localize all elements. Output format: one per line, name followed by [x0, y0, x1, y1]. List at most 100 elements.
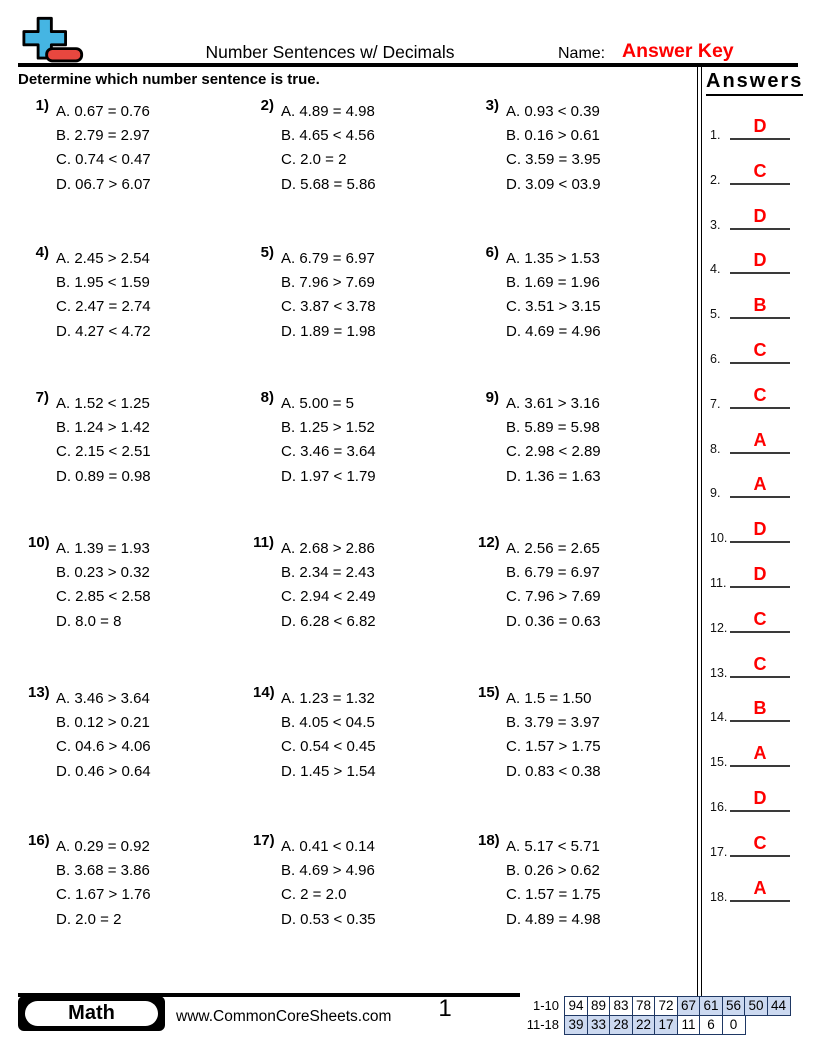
problem-options: A. 3.46 > 3.64 B. 0.12 > 0.21 C. 04.6 > 4.…	[56, 687, 151, 784]
option-sentence: D. 3.09 < 03.9	[506, 175, 601, 193]
answer-blank-line	[730, 182, 790, 185]
option-sentence: D. 1.36 = 1.63	[506, 467, 601, 485]
answer-item-2: 2. C	[704, 153, 796, 187]
option-sentence: B. 0.23 > 0.32	[56, 564, 150, 582]
problem-options: A. 3.61 > 3.16 B. 5.89 = 5.98 C. 2.98 < 2.…	[506, 392, 601, 489]
answer-item-13: 13. C	[704, 646, 796, 680]
answer-blank-line	[730, 362, 790, 364]
answer-blank-line	[730, 765, 790, 768]
option-sentence: A. 1.35 > 1.53	[506, 250, 600, 267]
option-sentence: B. 4.65 < 4.56	[281, 127, 375, 145]
answer-blank-line	[730, 272, 790, 275]
problem-16: 16) A. 0.29 = 0.92 B. 3.68 = 3.86 C. 1.67 >…	[28, 832, 151, 932]
answer-letter: D	[753, 250, 767, 271]
answer-number: 3.	[710, 217, 721, 232]
answer-number: 6.	[710, 352, 721, 366]
answer-letter: C	[753, 832, 767, 853]
problem-number: 17)	[253, 832, 275, 849]
problem-number: 12)	[478, 534, 500, 551]
name-label: Name:	[558, 45, 606, 62]
answer-number: 12.	[710, 620, 728, 635]
option-sentence: A. 2.56 = 2.65	[506, 540, 600, 557]
score-row-label: 1-10	[532, 998, 559, 1013]
score-cell: 39	[564, 1014, 588, 1035]
problem-6: 6) A. 1.35 > 1.53 B. 1.69 = 1.96 C. 3.51 > …	[478, 244, 601, 344]
option-sentence: D. 1.89 = 1.98	[281, 322, 376, 340]
score-cell: 33	[586, 1014, 611, 1035]
answer-letter: D	[753, 519, 767, 540]
problem-5: 5) A. 6.79 = 6.97 B. 7.96 > 7.69 C. 3.87 < …	[253, 244, 376, 344]
plus-minus-logo-icon	[22, 16, 94, 73]
score-cell: 0	[721, 1014, 746, 1035]
problem-number: 10)	[28, 534, 50, 551]
answer-number: 9.	[710, 486, 721, 501]
problem-9: 9) A. 3.61 > 3.16 B. 5.89 = 5.98 C. 2.98 < …	[478, 389, 601, 489]
problem-7: 7) A. 1.52 < 1.25 B. 1.24 > 1.42 C. 2.15 < …	[28, 389, 151, 489]
option-sentence: A. 1.39 = 1.93	[56, 540, 150, 557]
option-sentence: B. 0.26 > 0.62	[506, 862, 600, 880]
problem-8: 8) A. 5.00 = 5 B. 1.25 > 1.52 C. 3.46 = 3.6…	[253, 389, 376, 489]
option-sentence: A. 1.52 < 1.25	[56, 395, 150, 412]
option-sentence: C. 2.94 < 2.49	[281, 588, 376, 606]
answer-letter: B	[753, 698, 767, 719]
problem-2: 2) A. 4.89 = 4.98 B. 4.65 < 4.56 C. 2.0 = 2…	[253, 97, 376, 197]
score-cell: 50	[744, 996, 768, 1016]
option-sentence: B. 5.89 = 5.98	[506, 419, 600, 437]
score-cell: 6	[699, 1014, 723, 1035]
problem-number: 2)	[260, 97, 274, 114]
answer-item-9: 9. A	[704, 466, 796, 500]
option-sentence: B. 6.79 = 6.97	[506, 564, 600, 582]
option-sentence: D. 1.45 > 1.54	[281, 762, 376, 780]
problem-number: 16)	[28, 832, 50, 849]
problem-number: 14)	[253, 684, 275, 701]
answer-blank-line	[730, 630, 790, 633]
answer-letter: D	[753, 205, 767, 226]
option-sentence: B. 3.68 = 3.86	[56, 862, 150, 880]
answer-item-10: 10. D	[704, 511, 796, 545]
answer-item-5: 5. B	[704, 287, 796, 321]
option-sentence: A. 0.29 = 0.92	[56, 838, 150, 855]
option-sentence: B. 1.95 < 1.59	[56, 274, 150, 292]
option-sentence: B. 7.96 > 7.69	[281, 274, 375, 292]
option-sentence: A. 5.00 = 5	[281, 395, 354, 412]
problem-options: A. 0.67 = 0.76 B. 2.79 = 2.97 C. 0.74 < 0.…	[56, 100, 151, 197]
option-sentence: B. 1.24 > 1.42	[56, 419, 150, 437]
problem-number: 3)	[485, 97, 499, 114]
problem-number: 9)	[485, 389, 499, 406]
problem-number: 11)	[253, 534, 274, 551]
option-sentence: D. 0.46 > 0.64	[56, 762, 151, 780]
score-cell: 78	[631, 996, 656, 1016]
problem-options: A. 0.29 = 0.92 B. 3.68 = 3.86 C. 1.67 > 1.…	[56, 835, 151, 932]
answer-blank-line	[730, 317, 790, 320]
answer-letter: C	[753, 384, 767, 405]
option-sentence: D. 0.89 = 0.98	[56, 467, 151, 485]
option-sentence: A. 2.45 > 2.54	[56, 250, 150, 267]
answer-blank-line	[730, 675, 790, 678]
problem-13: 13) A. 3.46 > 3.64 B. 0.12 > 0.21 C. 04.6 >…	[28, 684, 151, 784]
option-sentence: C. 3.46 = 3.64	[281, 443, 376, 461]
answer-item-7: 7. C	[704, 377, 796, 411]
logo-svg	[22, 16, 84, 63]
problem-number: 18)	[478, 832, 500, 849]
option-sentence: D. 4.69 = 4.96	[506, 322, 601, 340]
problem-options: A. 2.56 = 2.65 B. 6.79 = 6.97 C. 7.96 > 7.…	[506, 537, 601, 634]
option-sentence: D. 4.27 < 4.72	[56, 322, 151, 340]
option-sentence: D. 1.97 < 1.79	[281, 467, 376, 485]
instruction-text: Determine which number sentence is true.	[18, 71, 320, 88]
problem-4: 4) A. 2.45 > 2.54 B. 1.95 < 1.59 C. 2.47 = …	[28, 244, 151, 344]
page-title: Number Sentences w/ Decimals	[205, 42, 455, 62]
problem-number: 4)	[35, 244, 49, 261]
answer-number: 1.	[710, 128, 721, 142]
option-sentence: A. 6.79 = 6.97	[281, 250, 375, 267]
option-sentence: C. 2.47 = 2.74	[56, 298, 151, 316]
score-row-label: 11-18	[526, 1016, 559, 1032]
answer-item-12: 12. C	[704, 601, 796, 635]
answer-item-8: 8. A	[704, 422, 796, 456]
sidebar-divider	[697, 64, 702, 996]
score-cell: 56	[721, 996, 746, 1016]
answer-number: 5.	[710, 307, 721, 322]
problem-15: 15) A. 1.5 = 1.50 B. 3.79 = 3.97 C. 1.57 > …	[478, 684, 601, 784]
answer-letter: A	[753, 474, 767, 495]
answer-item-18: 18. A	[704, 870, 796, 904]
